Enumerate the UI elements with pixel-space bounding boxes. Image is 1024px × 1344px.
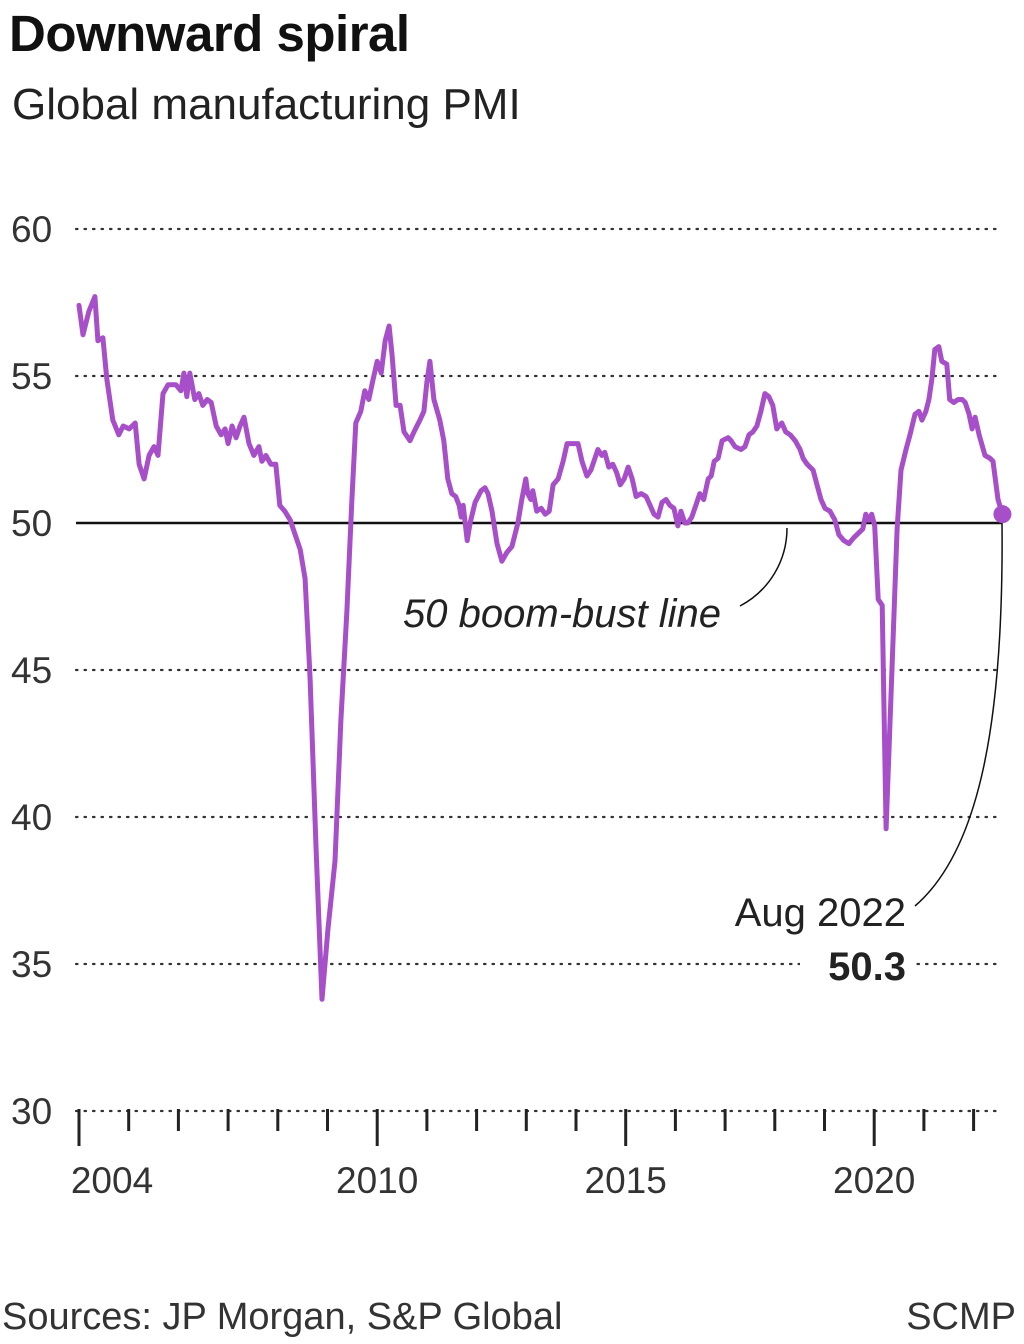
x-tick-label: 2004 — [71, 1160, 153, 1201]
boom-bust-leader-line — [739, 527, 788, 607]
y-tick-label: 40 — [11, 797, 52, 838]
y-tick-label: 30 — [11, 1091, 52, 1132]
publisher-brand: SCMP — [906, 1296, 1016, 1338]
y-tick-label: 45 — [11, 650, 52, 691]
y-tick-label: 50 — [11, 503, 52, 544]
x-tick-label: 2010 — [336, 1160, 418, 1201]
latest-value-label: 50.3 — [828, 945, 906, 989]
x-tick-label: 2015 — [585, 1160, 667, 1201]
chart-subtitle: Global manufacturing PMI — [12, 80, 521, 129]
latest-date-label: Aug 2022 — [735, 891, 906, 935]
series-line-pmi — [76, 294, 1005, 1002]
y-tick-label: 60 — [11, 209, 52, 250]
y-tick-label: 55 — [11, 356, 52, 397]
x-tick-label: 2020 — [833, 1160, 915, 1201]
latest-value-leader-line — [914, 519, 1003, 907]
latest-point-marker — [993, 505, 1012, 524]
y-axis-labels: 30 35 40 45 50 55 60 — [11, 209, 52, 1132]
annotation-background — [800, 940, 915, 990]
gridlines — [74, 227, 1002, 1113]
boom-bust-label: 50 boom-bust line — [403, 592, 721, 636]
chart-title: Downward spiral — [9, 5, 410, 62]
x-axis: 2004 2010 2015 2020 — [71, 1109, 976, 1201]
sources-note: Sources: JP Morgan, S&P Global — [2, 1296, 563, 1338]
y-tick-label: 35 — [11, 944, 52, 985]
